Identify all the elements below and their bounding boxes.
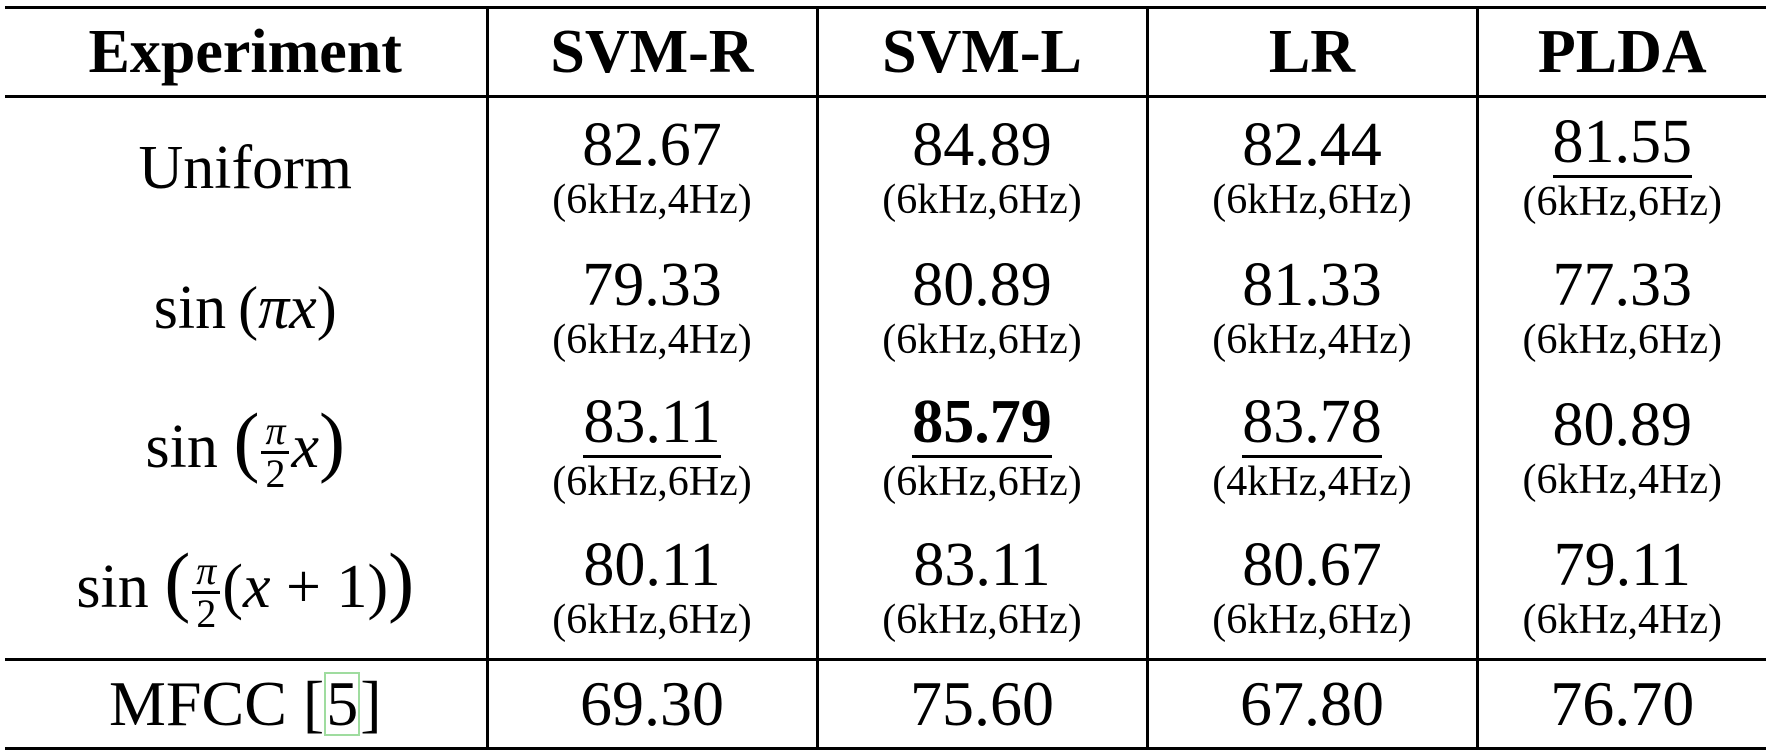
table-cell: 83.11 (6kHz,6Hz) xyxy=(815,518,1147,661)
table-cell: 80.89 (6kHz,6Hz) xyxy=(815,238,1147,378)
cell-value: 82.67 xyxy=(582,110,722,179)
cell-config: (6kHz,6Hz) xyxy=(882,316,1082,363)
baseline-value: 69.30 xyxy=(485,659,817,750)
row-label-formula: sin (πx) xyxy=(153,274,337,342)
table-row: Uniform 82.67 (6kHz,4Hz) 84.89 (6kHz,6Hz) … xyxy=(5,96,1766,239)
table-cell: 83.11 (6kHz,6Hz) xyxy=(485,378,817,518)
header-svm-l: SVM-L xyxy=(815,6,1147,98)
row-label-formula: sin (π 2 x) xyxy=(145,396,345,497)
baseline-label-text: MFCC xyxy=(109,668,287,739)
cell-value: 77.33 xyxy=(1552,250,1693,319)
cell-value: 83.11 xyxy=(583,388,721,459)
table-cell: 79.33 (6kHz,4Hz) xyxy=(485,238,817,378)
cell-config: (6kHz,6Hz) xyxy=(882,459,1082,506)
cell-value: 81.55 xyxy=(1552,108,1692,179)
cell-config: (6kHz,6Hz) xyxy=(882,176,1082,223)
citation-link[interactable]: 5 xyxy=(324,668,361,739)
table-row: sin (π 2 x) 83.11 (6kHz,6Hz) 85.79 (6kHz,6Hz… xyxy=(5,378,1766,518)
table-cell: 80.11 (6kHz,6Hz) xyxy=(485,518,817,661)
cell-value: 82.44 xyxy=(1242,110,1382,179)
table-cell: 77.33 (6kHz,6Hz) xyxy=(1475,238,1766,378)
table-cell: 81.55 (6kHz,6Hz) xyxy=(1475,96,1766,238)
baseline-value: 76.70 xyxy=(1475,659,1766,750)
cell-value: 80.11 xyxy=(583,530,721,599)
table-cell: 81.33 (6kHz,4Hz) xyxy=(1145,238,1477,378)
table-cell: 85.79 (6kHz,6Hz) xyxy=(815,378,1147,518)
table-row: sin (πx) 79.33 (6kHz,4Hz) 80.89 (6kHz,6Hz)… xyxy=(5,238,1766,378)
cell-value: 80.67 xyxy=(1242,530,1382,599)
results-table: Experiment SVM-R SVM-L LR PLDA Uniform 8… xyxy=(5,6,1766,750)
table-cell: 82.67 (6kHz,4Hz) xyxy=(485,96,817,238)
cell-config: (4kHz,4Hz) xyxy=(1212,459,1412,506)
cell-value: 80.89 xyxy=(1552,390,1693,459)
cell-config: (6kHz,6Hz) xyxy=(1522,179,1722,226)
cell-config: (6kHz,6Hz) xyxy=(552,459,752,506)
cell-value: 79.11 xyxy=(1553,530,1691,599)
row-label-text: Uniform xyxy=(138,134,353,202)
cell-value: 79.33 xyxy=(582,250,722,319)
cell-config: (6kHz,6Hz) xyxy=(1212,176,1412,223)
cell-config: (6kHz,6Hz) xyxy=(552,596,752,643)
table-cell: 84.89 (6kHz,6Hz) xyxy=(815,96,1147,238)
baseline-value: 75.60 xyxy=(815,659,1147,750)
table-cell: 83.78 (4kHz,4Hz) xyxy=(1145,378,1477,518)
cell-value: 83.11 xyxy=(913,530,1051,599)
baseline-value: 67.80 xyxy=(1145,659,1477,750)
cell-config: (6kHz,4Hz) xyxy=(1522,596,1722,643)
table-cell: 80.67 (6kHz,6Hz) xyxy=(1145,518,1477,661)
baseline-row: MFCC [5] 69.30 75.60 67.80 76.70 xyxy=(5,659,1766,750)
baseline-label: MFCC [5] xyxy=(5,659,487,750)
header-lr: LR xyxy=(1145,6,1477,98)
table-row: sin (π 2 (x + 1)) 80.11 (6kHz,6Hz) 83.11 (6k… xyxy=(5,518,1766,661)
cell-value: 83.78 xyxy=(1242,388,1382,459)
header-experiment: Experiment xyxy=(5,6,487,98)
row-label-sin-half-pi-x-plus-1: sin (π 2 (x + 1)) xyxy=(5,518,487,661)
cell-value: 81.33 xyxy=(1242,250,1382,319)
header-plda: PLDA xyxy=(1475,6,1766,98)
table-cell: 82.44 (6kHz,6Hz) xyxy=(1145,96,1477,238)
row-label-uniform: Uniform xyxy=(5,97,487,239)
row-label-sin-pi-x: sin (πx) xyxy=(5,238,487,378)
cell-config: (6kHz,6Hz) xyxy=(882,596,1082,643)
cell-value-best: 85.79 xyxy=(912,388,1052,459)
cell-config: (6kHz,4Hz) xyxy=(552,176,752,223)
cell-value: 80.89 xyxy=(912,250,1052,319)
cell-value: 84.89 xyxy=(912,110,1052,179)
row-label-sin-half-pi-x: sin (π 2 x) xyxy=(5,378,487,518)
table-cell: 79.11 (6kHz,4Hz) xyxy=(1475,518,1766,661)
header-svm-r: SVM-R xyxy=(485,6,817,98)
table-cell: 80.89 (6kHz,4Hz) xyxy=(1475,378,1766,518)
header-row: Experiment SVM-R SVM-L LR PLDA xyxy=(5,6,1766,98)
cell-config: (6kHz,6Hz) xyxy=(1522,316,1722,363)
cell-config: (6kHz,4Hz) xyxy=(1212,316,1412,363)
row-label-formula: sin (π 2 (x + 1)) xyxy=(76,536,415,637)
cell-config: (6kHz,4Hz) xyxy=(1522,456,1722,503)
cell-config: (6kHz,4Hz) xyxy=(552,316,752,363)
cell-config: (6kHz,6Hz) xyxy=(1212,596,1412,643)
